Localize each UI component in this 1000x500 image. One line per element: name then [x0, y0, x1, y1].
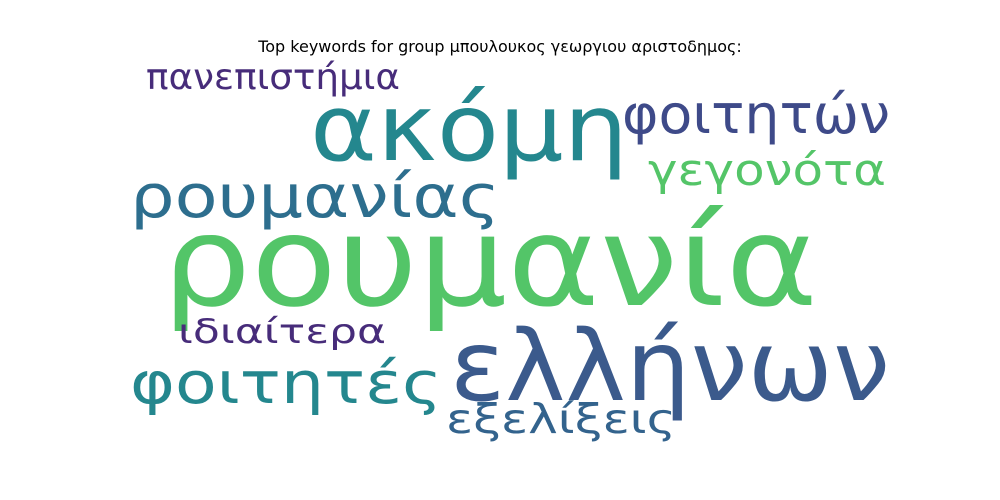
- word-9: πανεπιστήμια: [146, 60, 400, 98]
- word-5: φοιτητές: [130, 349, 442, 417]
- word-7: γεγονότα: [648, 145, 886, 196]
- word-10: ιδιαίτερα: [178, 312, 386, 352]
- word-8: εξελίξεις: [446, 395, 676, 443]
- chart-title: Top keywords for group μπουλουκος γεωργι…: [258, 37, 742, 56]
- word-2: ελλήνων: [450, 310, 890, 424]
- word-3: ακόμη: [310, 74, 628, 182]
- word-4: ρουμανίας: [130, 162, 500, 232]
- word-1: ρουμανία: [162, 190, 818, 335]
- word-6: φοιτητών: [622, 83, 890, 146]
